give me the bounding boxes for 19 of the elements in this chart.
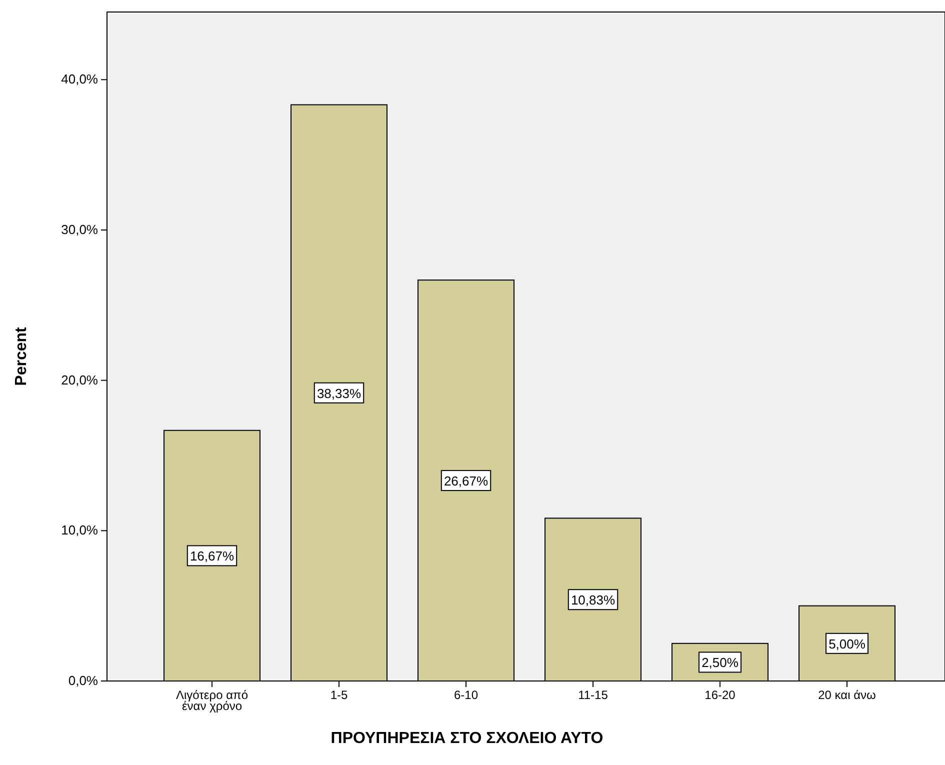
x-tick-label: 1-5 (330, 688, 348, 702)
x-tick-label: Λιγότερο από έναν χρόνο (176, 688, 248, 713)
y-tick-label: 20,0% (61, 372, 98, 388)
x-tick-label: 16-20 (704, 688, 736, 702)
y-tick-label: 30,0% (61, 222, 98, 237)
y-tick-label: 10,0% (61, 522, 98, 538)
x-tick-label: 6-10 (454, 688, 478, 702)
y-tick-label: 0,0% (68, 673, 98, 688)
x-tick-label: 20 και άνω (818, 688, 876, 702)
data-label: 26,67% (444, 474, 488, 489)
y-tick-label: 40,0% (61, 72, 98, 87)
x-axis-title: ΠΡΟΥΠΗΡΕΣΙΑ ΣΤΟ ΣΧΟΛΕΙΟ ΑΥΤΟ (330, 730, 604, 747)
x-tick-label: 11-15 (578, 688, 608, 702)
y-axis-title: Percent (13, 326, 30, 386)
data-label: 38,33% (316, 386, 362, 401)
data-label: 5,00% (828, 636, 866, 652)
data-label: 2,50% (702, 655, 739, 670)
data-label: 10,83% (570, 592, 616, 608)
data-label: 16,67% (190, 548, 234, 564)
